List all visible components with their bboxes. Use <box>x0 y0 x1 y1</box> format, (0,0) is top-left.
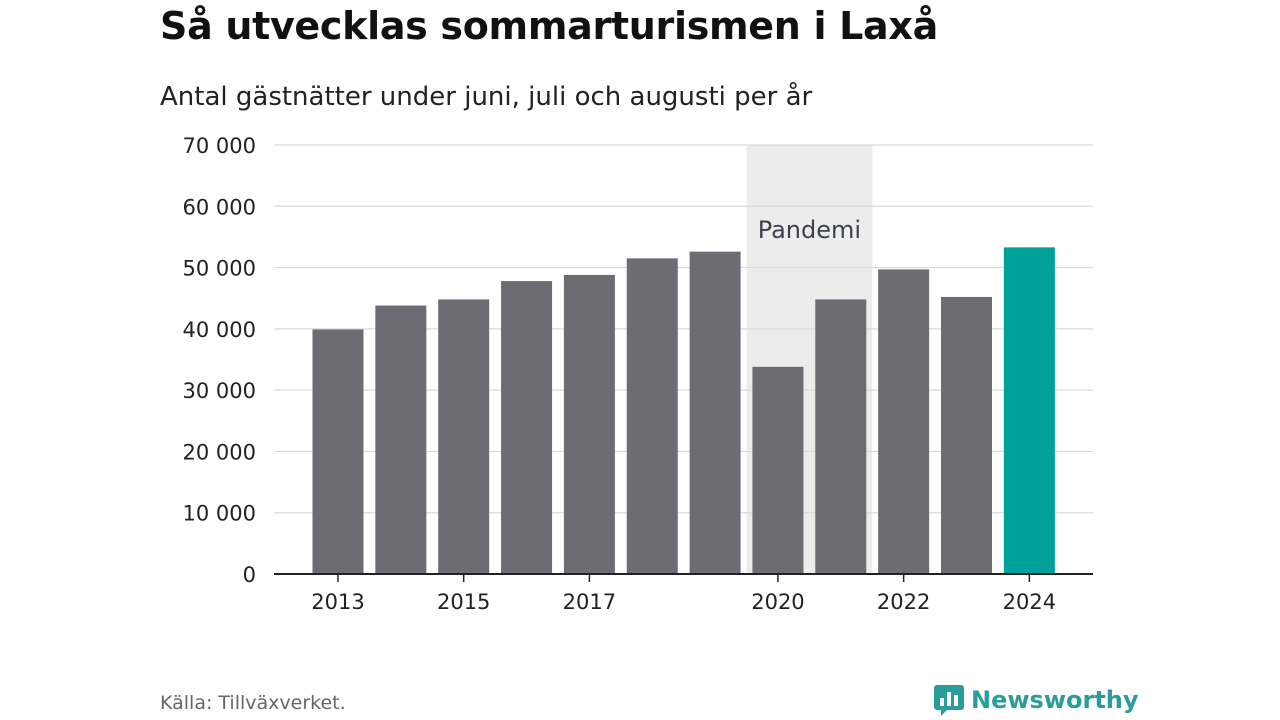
x-tick-label: 2020 <box>751 590 804 614</box>
y-tick-label: 30 000 <box>183 379 256 403</box>
newsworthy-logo-icon <box>934 685 964 716</box>
y-tick-label: 10 000 <box>183 502 256 526</box>
bar-2013 <box>312 329 364 574</box>
bar-2014 <box>375 305 427 574</box>
y-tick-label: 0 <box>243 563 256 587</box>
x-tick-label: 2015 <box>437 590 490 614</box>
brand-name: Newsworthy <box>971 686 1139 714</box>
y-tick-label: 70 000 <box>183 134 256 158</box>
bar-2021 <box>815 299 867 574</box>
x-tick-label: 2013 <box>311 590 364 614</box>
brand-logo[interactable]: Newsworthy <box>933 683 1139 717</box>
bar-2017 <box>563 274 615 574</box>
chart-title: Så utvecklas sommarturismen i Laxå <box>160 4 938 48</box>
source-note: Källa: Tillväxverket. <box>160 692 346 714</box>
y-tick-label: 60 000 <box>183 195 256 219</box>
bar-2024 <box>1003 247 1055 574</box>
bar-2022 <box>878 269 930 574</box>
y-tick-label: 50 000 <box>183 257 256 281</box>
bar-2016 <box>501 281 553 574</box>
x-tick-label: 2017 <box>563 590 616 614</box>
bar-chart: Pandemi 0 10 000 20 000 30 000 40 000 50 000 6… <box>183 134 1093 614</box>
bar-2023 <box>941 296 992 574</box>
x-tick-label: 2024 <box>1003 590 1056 614</box>
bar-2020 <box>752 366 804 574</box>
bar-2018 <box>626 258 678 574</box>
bar-2015 <box>438 299 490 574</box>
y-tick-label: 40 000 <box>183 318 256 342</box>
bar-2019 <box>689 251 741 574</box>
x-tick-label: 2022 <box>877 590 930 614</box>
annotation-label: Pandemi <box>758 216 861 244</box>
chart-subtitle: Antal gästnätter under juni, juli och au… <box>160 82 813 112</box>
y-tick-label: 20 000 <box>183 440 256 464</box>
